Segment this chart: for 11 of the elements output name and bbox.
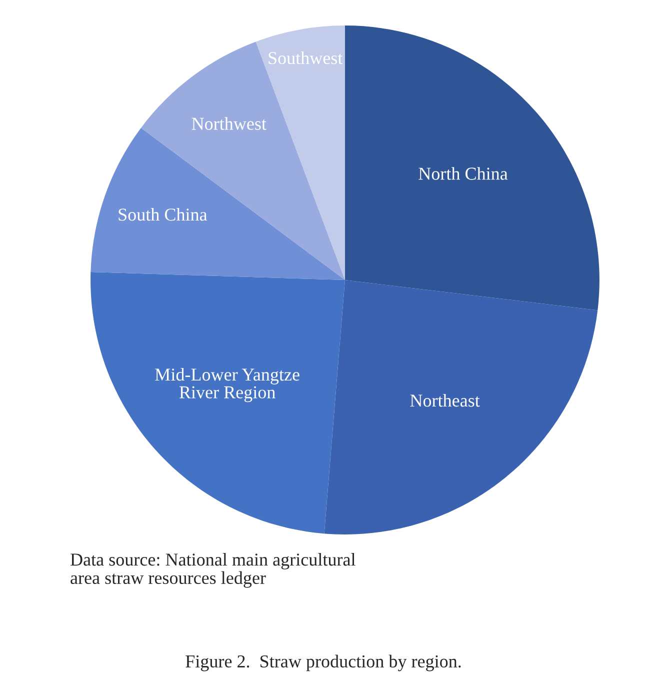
slice-label: South China	[118, 208, 208, 221]
slice-label: Mid-Lower Yangtze River Region	[155, 368, 300, 402]
pie-slice	[324, 280, 598, 534]
slice-label: Southwest	[268, 51, 343, 64]
source-note: Data source: National main agricultural area straw resources ledger	[70, 553, 356, 588]
text: Figure 2. Straw production by region.	[186, 654, 461, 672]
pie-slice	[90, 272, 345, 534]
slice-label: North China	[418, 167, 508, 180]
slice-label: Northeast	[410, 394, 480, 407]
slice-label: Northwest	[192, 117, 266, 130]
pie-slice	[345, 26, 600, 310]
